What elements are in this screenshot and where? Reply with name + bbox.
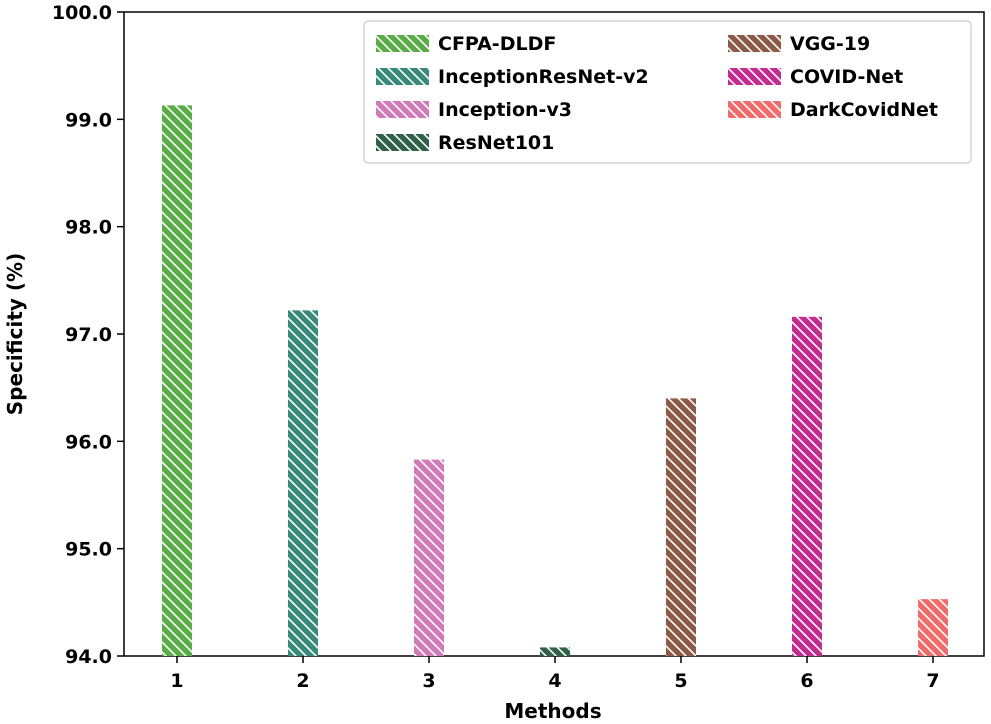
x-tick-label: 3 <box>422 670 435 692</box>
legend-swatch <box>376 35 429 52</box>
legend-box <box>363 20 972 164</box>
y-tick-label: 99.0 <box>65 109 112 131</box>
bar-covid-net <box>792 316 822 656</box>
bar-inceptionresnet-v2 <box>288 310 318 656</box>
y-tick-label: 94.0 <box>65 646 112 668</box>
y-tick-label: 95.0 <box>65 539 112 561</box>
x-tick-label: 2 <box>296 670 309 692</box>
legend-label: VGG-19 <box>790 33 870 55</box>
y-tick-label: 96.0 <box>65 431 112 453</box>
x-axis-title: Methods <box>504 699 601 723</box>
legend-label: COVID-Net <box>790 66 903 88</box>
legend-swatch <box>728 101 781 118</box>
x-axis: 1 2 3 4 5 6 7 <box>170 656 940 692</box>
x-tick-label: 7 <box>926 670 939 692</box>
y-axis-title: Specificity (%) <box>3 253 27 415</box>
bar-darkcovidnet <box>918 599 948 656</box>
legend-label: CFPA-DLDF <box>438 33 556 55</box>
legend-label: DarkCovidNet <box>790 99 938 121</box>
x-tick-label: 1 <box>170 670 183 692</box>
legend-label: InceptionResNet-v2 <box>438 66 649 88</box>
legend-label: ResNet101 <box>438 132 554 154</box>
bar-inception-v3 <box>414 459 444 656</box>
y-tick-label: 98.0 <box>65 217 112 239</box>
legend-swatch <box>728 68 781 85</box>
y-tick-label: 100.0 <box>52 2 112 24</box>
bar-series <box>162 105 948 656</box>
x-tick-label: 6 <box>800 670 813 692</box>
legend: CFPA-DLDF InceptionResNet-v2 Inception-v3 R… <box>363 20 972 164</box>
bar-resnet101 <box>540 647 570 656</box>
bar-vgg-19 <box>666 398 696 656</box>
y-tick-label: 97.0 <box>65 324 112 346</box>
legend-swatch <box>728 35 781 52</box>
legend-label: Inception-v3 <box>438 99 572 121</box>
legend-swatch <box>376 68 429 85</box>
y-axis: 94.0 95.0 96.0 97.0 98.0 99.0 100.0 <box>52 2 124 668</box>
legend-swatch <box>376 101 429 118</box>
legend-swatch <box>376 134 429 151</box>
x-tick-label: 4 <box>548 670 561 692</box>
x-tick-label: 5 <box>674 670 687 692</box>
bar-cfpa-dldf <box>162 105 192 656</box>
